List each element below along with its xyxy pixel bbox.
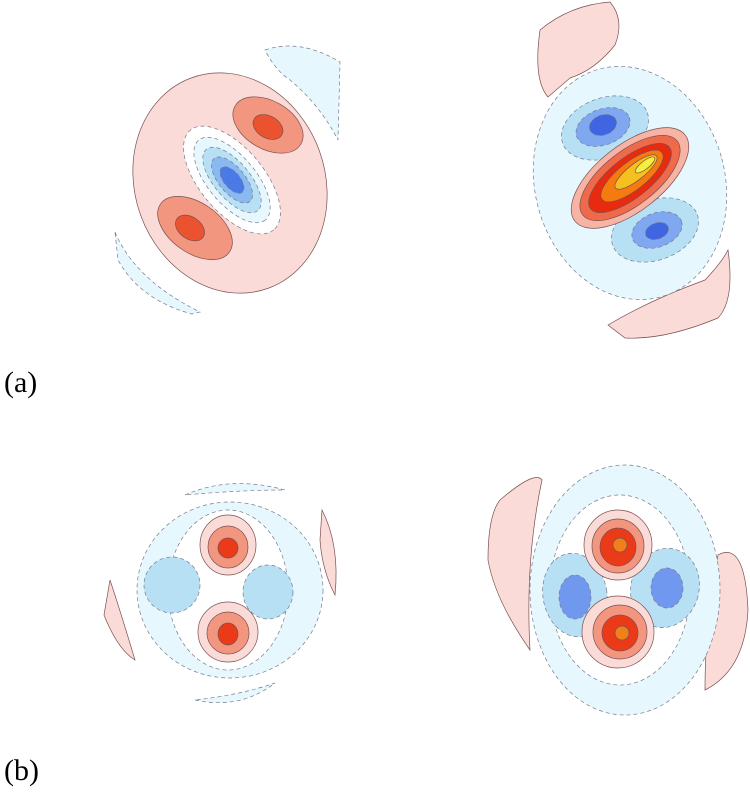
- panel-label: (a): [4, 366, 37, 399]
- contour-plot-a-left: [114, 45, 341, 315]
- contour-plot-b-right: [487, 464, 749, 716]
- contour-plot-a-right: [532, 1, 731, 339]
- panel-label: (b): [4, 754, 39, 787]
- contour-plot-b-left: [103, 483, 337, 704]
